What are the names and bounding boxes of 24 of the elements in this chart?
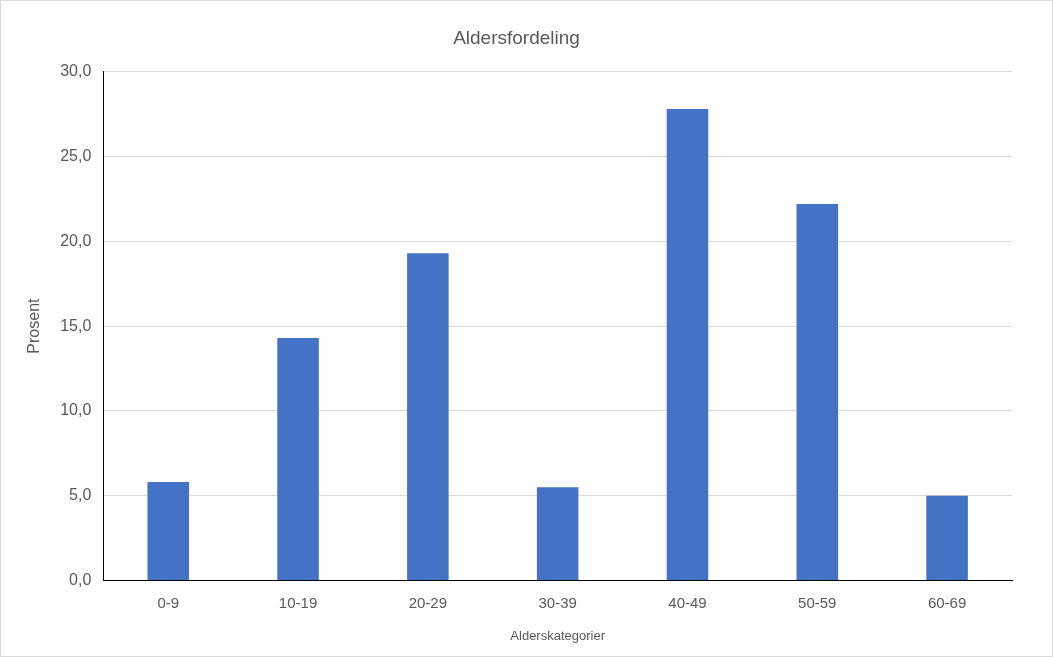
bar [407, 253, 449, 580]
y-tick-label: 15,0 [60, 316, 92, 334]
y-tick-label: 5,0 [69, 486, 92, 504]
chart-title: Aldersfordeling [453, 26, 580, 48]
x-tick-label: 20-29 [408, 593, 448, 611]
y-tick-label: 25,0 [60, 146, 92, 164]
bar [926, 495, 968, 580]
y-tick-label: 0,0 [69, 570, 92, 588]
x-tick-label: 50-59 [798, 593, 837, 611]
bar [666, 109, 709, 580]
x-tick-label: 30-39 [538, 593, 577, 611]
bar [277, 337, 319, 580]
x-tick-label: 0-9 [157, 593, 180, 611]
y-tick-label: 30,0 [60, 62, 92, 80]
x-tick-label: 60-69 [927, 593, 967, 611]
x-axis-title: Alderskategorier [510, 627, 606, 643]
y-axis-title: Prosent [25, 297, 43, 354]
y-tick-label: 20,0 [60, 231, 92, 249]
bar [147, 482, 190, 580]
bar [796, 204, 839, 580]
bar [536, 487, 579, 580]
y-tick-label: 10,0 [60, 401, 92, 419]
x-tick-label: 40-49 [668, 593, 707, 611]
x-tick-label: 10-19 [278, 593, 318, 611]
